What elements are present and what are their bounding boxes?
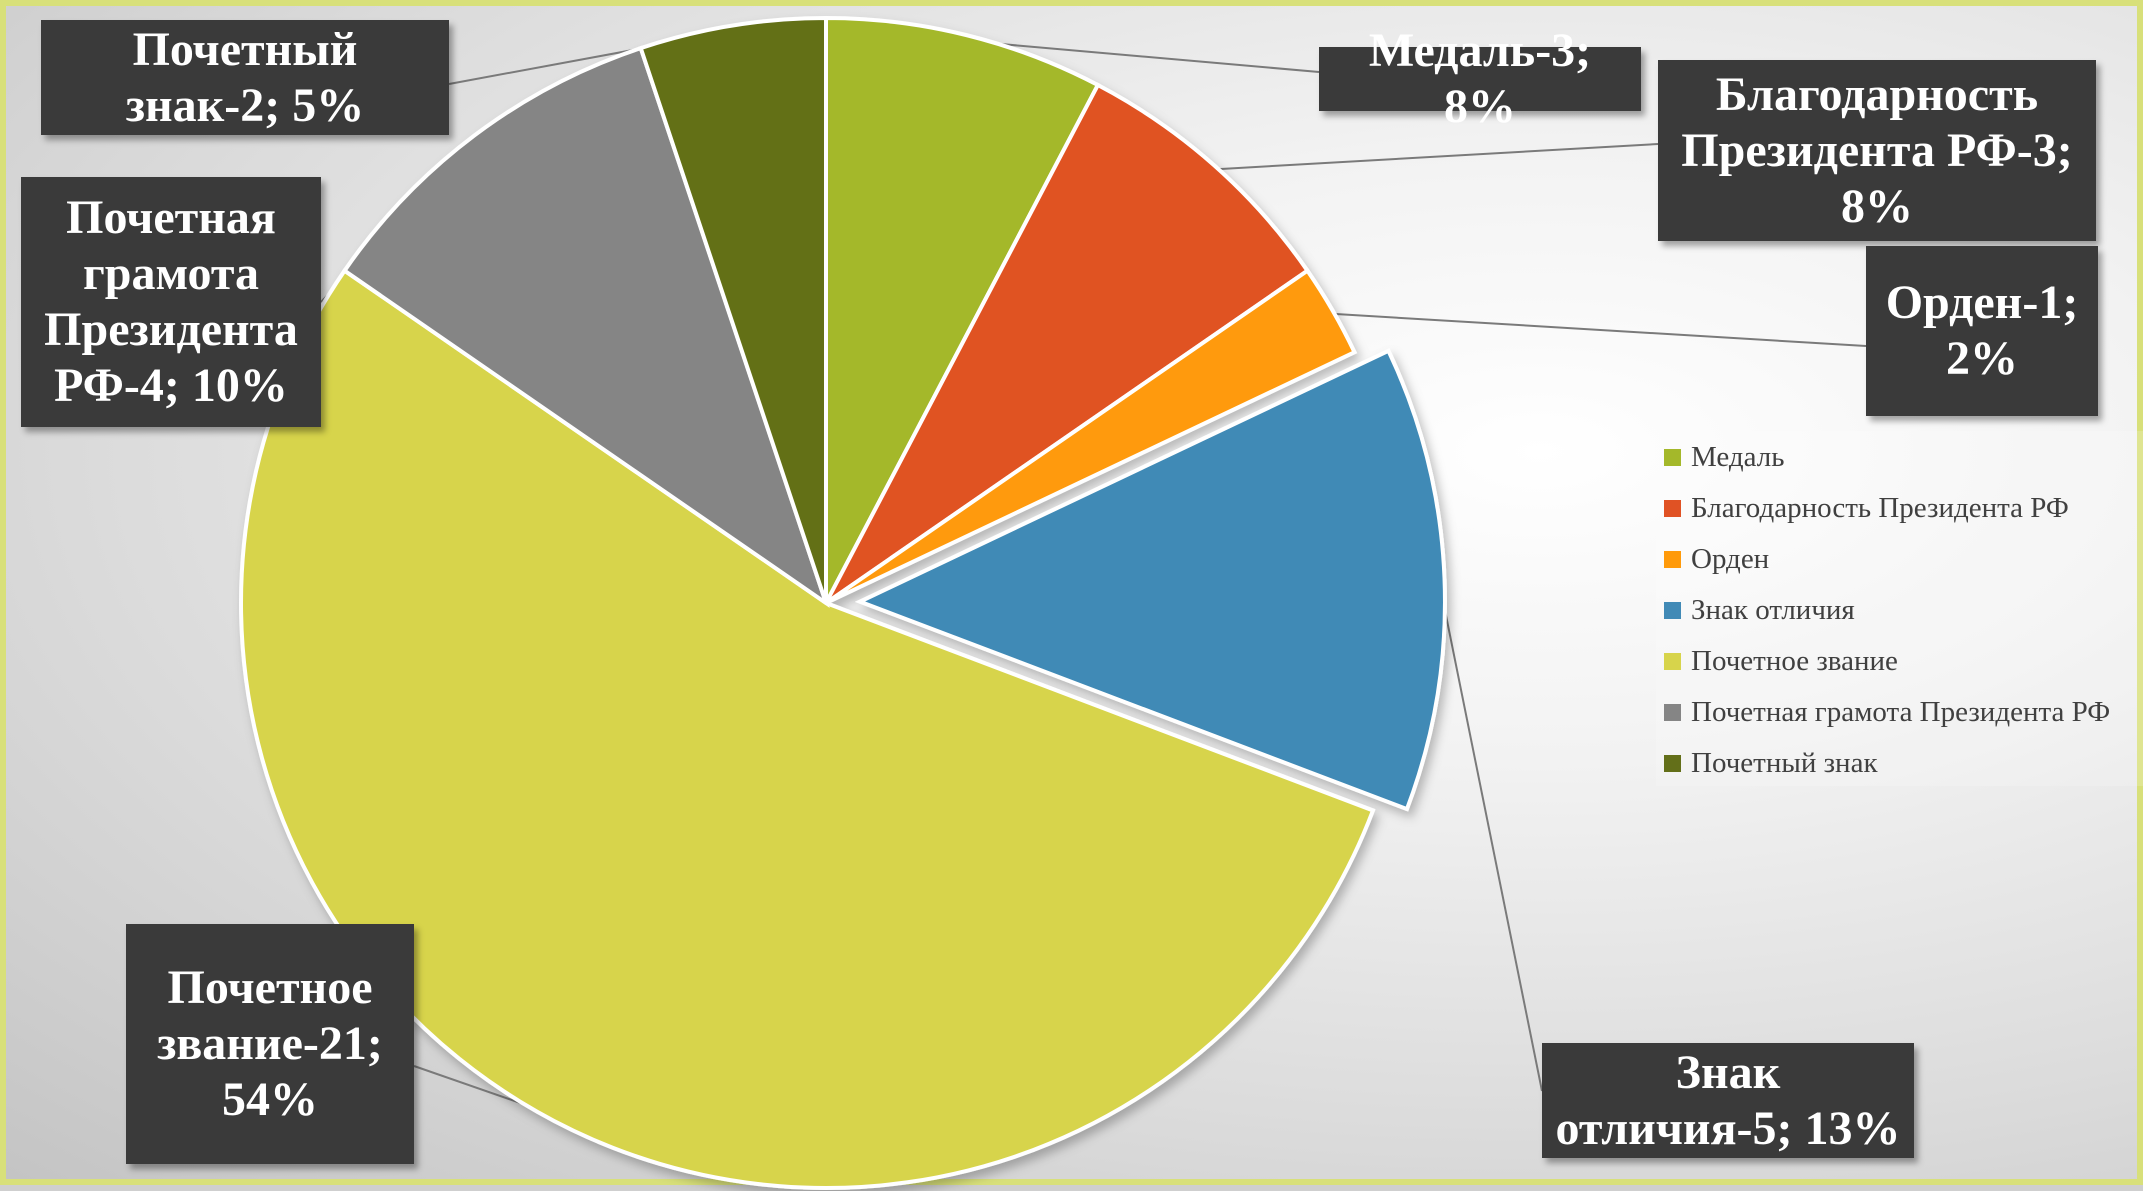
pie-slice-medal <box>824 15 1101 604</box>
data-label-honorary-title: Почетное звание-21; 54% <box>126 924 414 1164</box>
legend-label: Благодарность Президента РФ <box>1691 491 2069 524</box>
pie-slice-president-diploma <box>341 45 830 609</box>
legend-label: Медаль <box>1691 440 1785 473</box>
data-label-president-diploma-text: Почетная грамота Президента РФ-4; 10% <box>44 191 298 412</box>
data-label-medal: Медаль-3; 8% <box>1319 24 1641 133</box>
legend-swatch <box>1664 550 1681 568</box>
legend-item-honorary-title: Почетное звание <box>1664 641 1898 681</box>
data-label-honorary-badge: Почетный знак-2; 5% <box>41 20 449 135</box>
legend-swatch <box>1664 754 1681 772</box>
legend-label: Знак отличия <box>1691 593 1855 626</box>
leader-line-distinction <box>1437 578 1543 1092</box>
data-label-gratitude: Благодарность Президента РФ-3; 8% <box>1658 60 2096 241</box>
legend-item-president-diploma: Почетная грамота Президента РФ <box>1664 692 2110 732</box>
legend-swatch <box>1664 499 1681 517</box>
chart-legend: Медаль Благодарность Президента РФ Орден… <box>1656 431 2143 786</box>
data-label-order: Орден-1; 2% <box>1866 246 2098 416</box>
legend-swatch <box>1664 448 1681 466</box>
legend-swatch <box>1664 601 1681 619</box>
pie-slice-distinction <box>854 348 1447 812</box>
pie-slices <box>239 15 1447 1190</box>
legend-label: Почетное звание <box>1691 644 1898 677</box>
data-label-president-diploma: Почетная грамота Президента РФ-4; 10% <box>21 177 321 427</box>
legend-label: Почетный знак <box>1691 746 1878 779</box>
leader-line-order <box>1327 312 1867 347</box>
data-label-order-text: Орден-1; 2% <box>1885 276 2079 385</box>
leader-line-gratitude <box>1209 143 1659 171</box>
pie-slice-gratitude <box>824 82 1311 605</box>
legend-item-gratitude: Благодарность Президента РФ <box>1664 488 2069 528</box>
legend-item-distinction: Знак отличия <box>1664 590 1855 630</box>
data-label-distinction-text: Знак отличия-5; 13% <box>1555 1045 1901 1155</box>
legend-swatch <box>1664 703 1681 721</box>
legend-item-medal: Медаль <box>1664 437 1784 477</box>
data-label-honorary-title-text: Почетное звание-21; 54% <box>157 961 383 1126</box>
pie-slice-honorary-title <box>239 267 1376 1190</box>
data-label-distinction: Знак отличия-5; 13% <box>1542 1043 1914 1158</box>
legend-item-order: Орден <box>1664 539 1769 579</box>
leader-line-medal <box>964 39 1320 73</box>
pie-slice-honorary-badge <box>638 15 828 604</box>
legend-label: Орден <box>1691 542 1770 575</box>
data-label-gratitude-text: Благодарность Президента РФ-3; 8% <box>1681 67 2073 233</box>
pie-chart <box>239 15 1867 1190</box>
pie-slice-order <box>824 267 1358 605</box>
legend-swatch <box>1664 652 1681 670</box>
data-label-medal-text: Медаль-3; 8% <box>1368 24 1592 133</box>
legend-label: Почетная грамота Президента РФ <box>1691 695 2111 728</box>
legend-item-honorary-badge: Почетный знак <box>1664 743 1878 783</box>
data-label-honorary-badge-text: Почетный знак-2; 5% <box>125 22 365 132</box>
